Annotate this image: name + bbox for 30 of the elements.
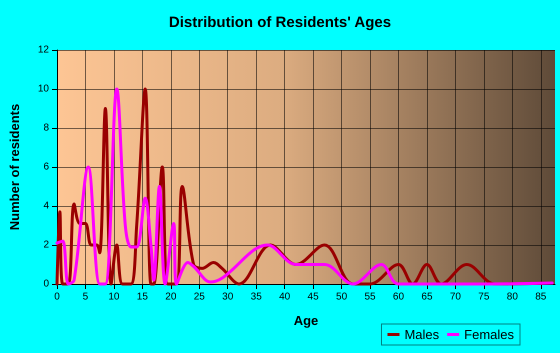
y-tick-label: 2 — [43, 240, 50, 250]
y-tick-label: 12 — [38, 44, 50, 56]
y-tick-label: 10 — [38, 84, 50, 94]
x-tick-label: 25 — [194, 292, 206, 302]
y-tick-label: 4 — [43, 200, 50, 212]
y-axis-title: Number of residents — [7, 104, 22, 230]
legend-label: Males — [404, 327, 440, 342]
legend-label: Females — [464, 327, 514, 342]
x-tick-label: 15 — [136, 292, 148, 302]
x-tick-label: 20 — [165, 292, 177, 302]
x-tick-label: 45 — [308, 292, 320, 302]
x-tick-label: 55 — [364, 292, 376, 302]
x-tick-label: 10 — [108, 292, 120, 302]
x-tick-label: 30 — [222, 292, 234, 302]
y-tick-label: 0 — [43, 278, 50, 290]
chart-title: Distribution of Residents' Ages — [168, 14, 392, 31]
x-tick-label: 60 — [392, 292, 404, 302]
x-tick-label: 65 — [421, 292, 433, 302]
x-tick-label: 35 — [250, 292, 262, 302]
x-tick-label: 5 — [82, 292, 89, 302]
x-tick-label: 40 — [279, 292, 291, 302]
x-tick-label: 50 — [336, 292, 348, 302]
x-tick-label: 75 — [478, 292, 490, 302]
x-tick-label: 0 — [54, 292, 60, 302]
y-tick-label: 6 — [43, 162, 50, 172]
x-tick-label: 85 — [535, 292, 547, 302]
y-tick-label: 8 — [43, 122, 50, 134]
x-tick-label: 80 — [506, 292, 518, 302]
x-axis-title: Age — [294, 313, 318, 328]
x-tick-label: 70 — [450, 292, 462, 302]
